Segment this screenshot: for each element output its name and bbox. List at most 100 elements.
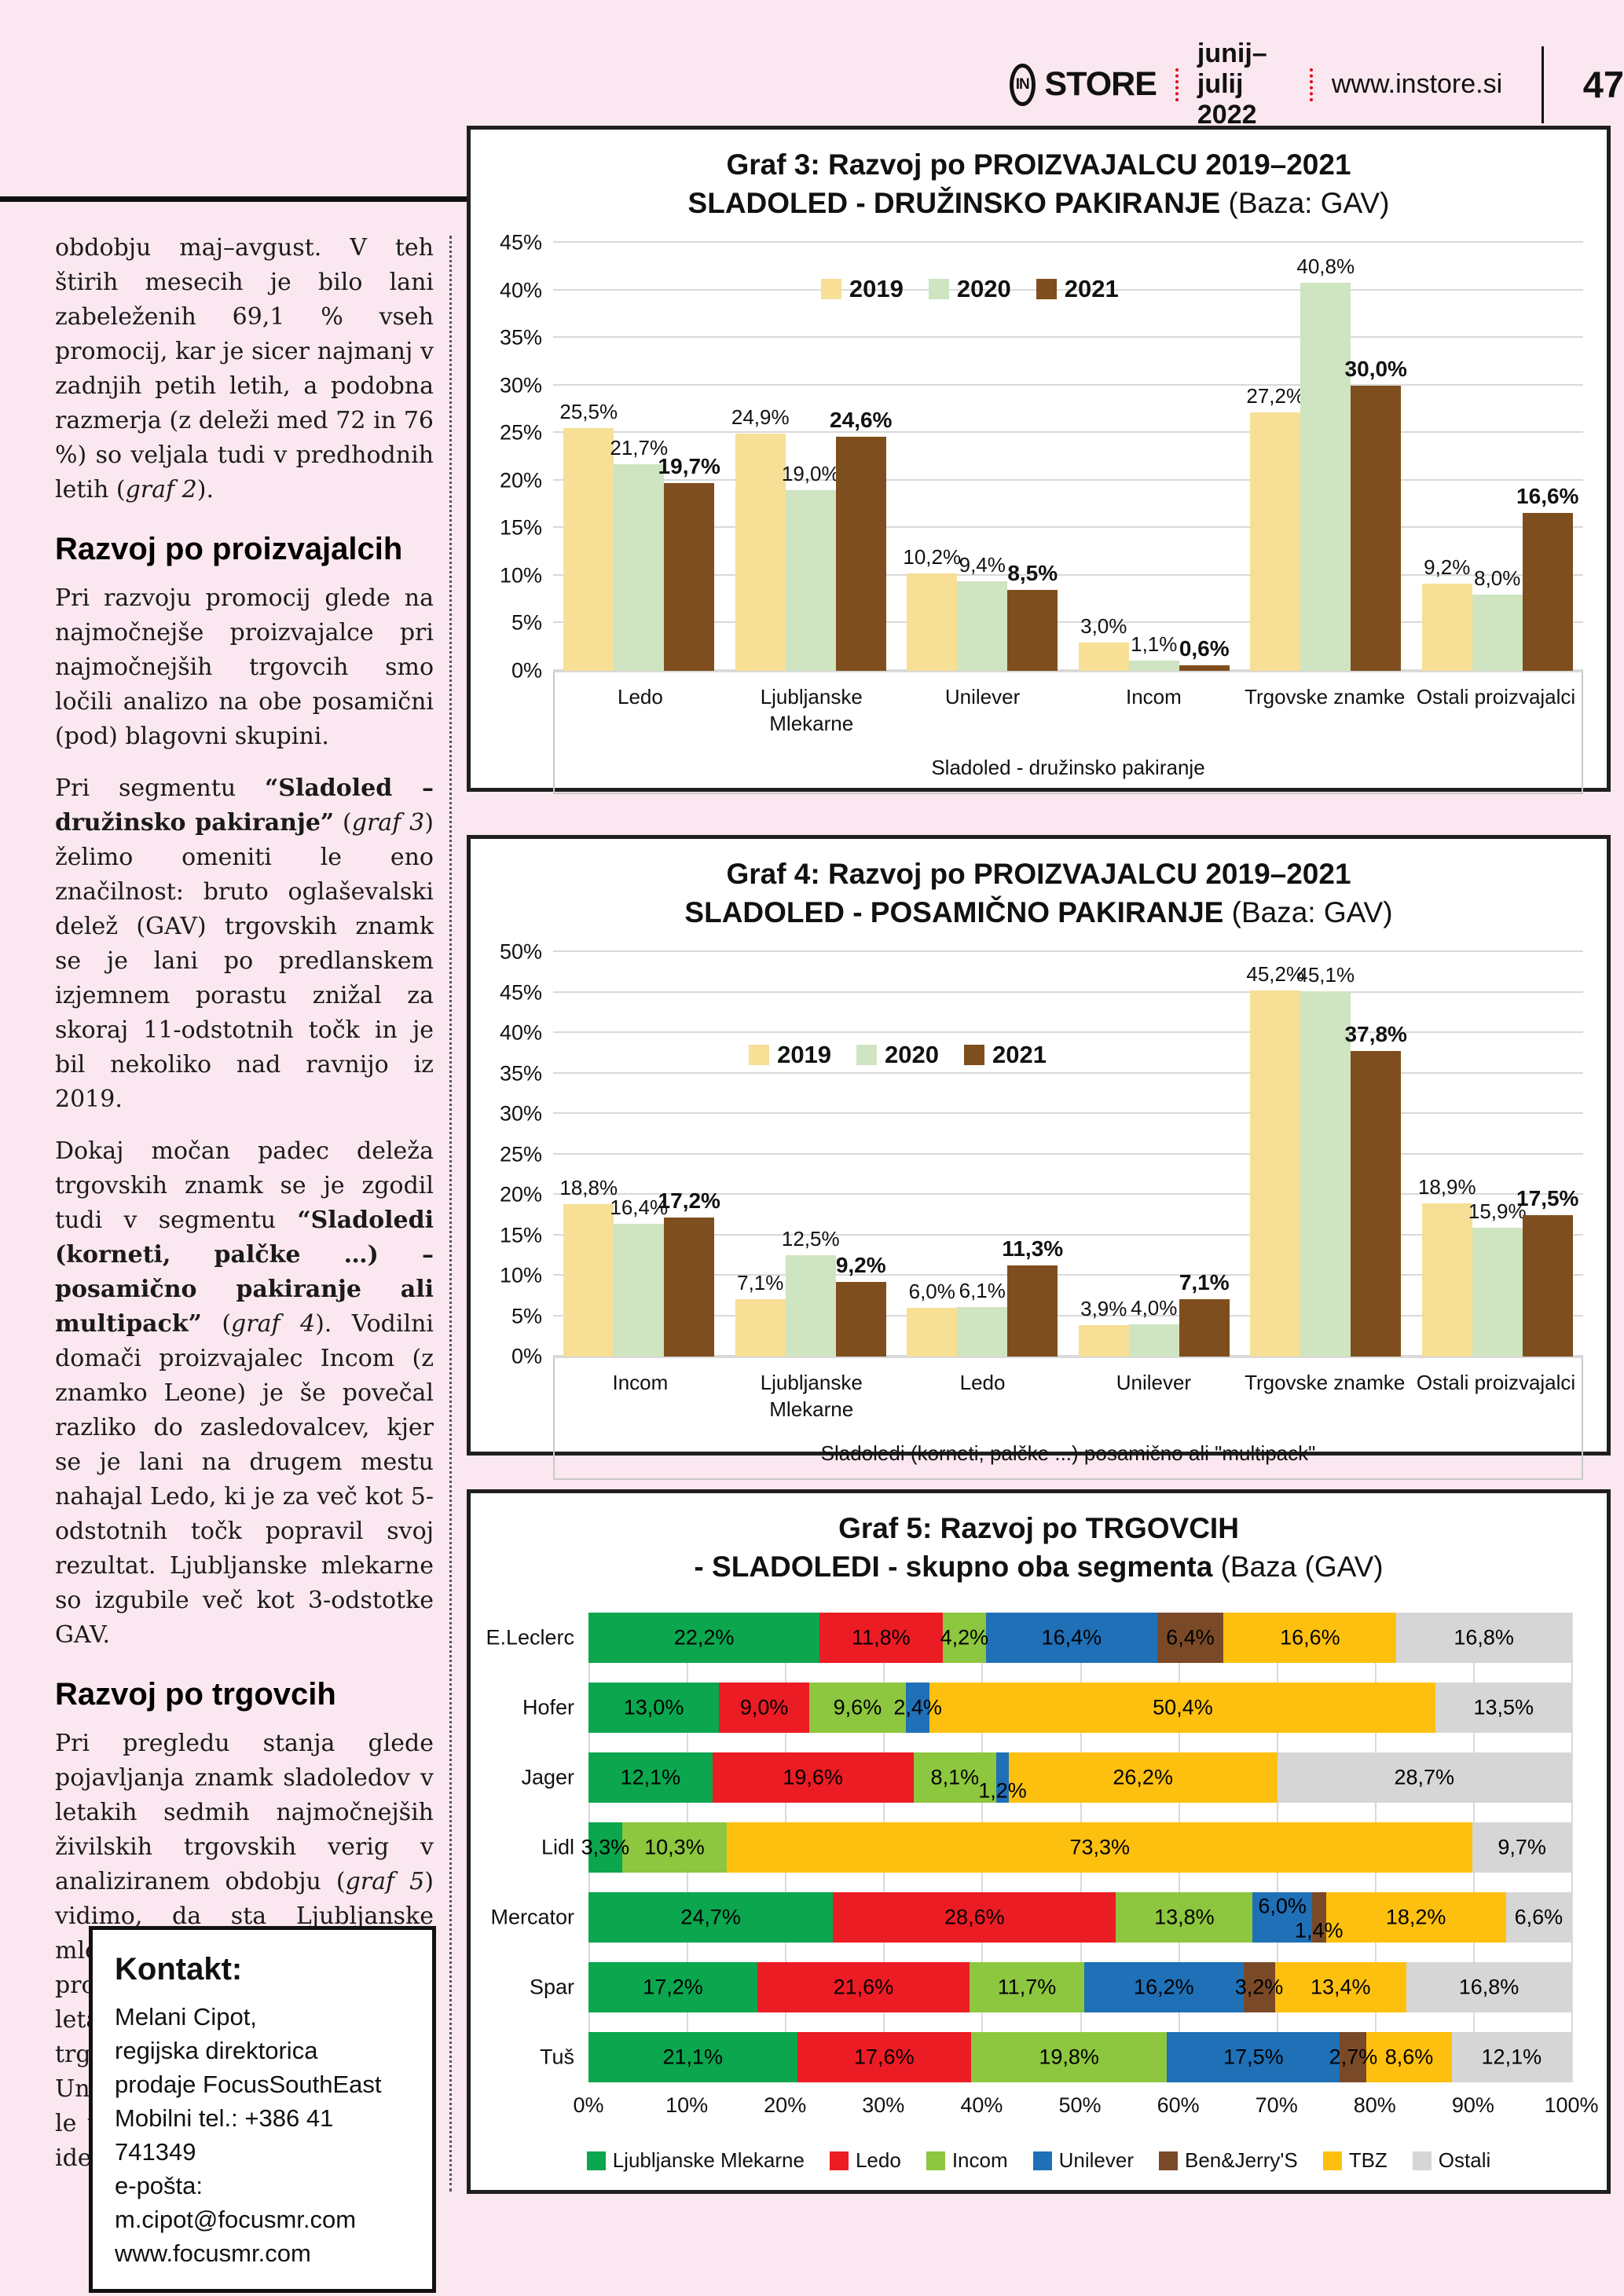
segment-label: 2,4% (893, 1695, 942, 1719)
category-label: Ljubljanske Mlekarne (760, 1371, 863, 1421)
gridline (553, 1031, 1583, 1033)
legend: 2019 2020 2021 (820, 275, 1119, 303)
segment-label: 16,6% (1280, 1625, 1340, 1650)
x-tick-label: 10% (665, 2093, 709, 2117)
bar-segment: 8,6% (1366, 2032, 1452, 2082)
category-label: Ljubljanske Mlekarne (760, 685, 863, 735)
bar-value-label: 3,0% (1080, 613, 1127, 638)
legend-item: 2019 (749, 1041, 831, 1069)
bar-value-label: 18,9% (1417, 1175, 1476, 1199)
article-column: obdobju maj–avgust. V teh štirih mesecih… (55, 231, 434, 2193)
bar-segment: 16,8% (1406, 1962, 1571, 2012)
bar (664, 483, 715, 671)
bar-value-label: 6,1% (959, 1279, 1006, 1303)
bar (1179, 1298, 1230, 1357)
bar-value-label: 1,1% (1131, 632, 1178, 656)
legend-label: Incom (951, 2148, 1008, 2172)
gridline (553, 1314, 1583, 1316)
stacked-row: Hofer 13,0% 9,0% 9,6% 2,4% 50,4% 13,5% (522, 1683, 1571, 1733)
legend-label: Unilever (1058, 2148, 1134, 2172)
text-run: “Sladoledi (korneti, palčke …) – posamič… (55, 1207, 434, 1338)
bar-wrap: 21,7% (610, 436, 668, 671)
page-header: IN STORE junij–julij 2022 www.instore.si… (1010, 38, 1624, 130)
legend-swatch (1412, 2151, 1432, 2170)
bar-segment: 19,8% (971, 2032, 1168, 2082)
row-label: Mercator (490, 1905, 574, 1929)
page-number-divider (1542, 46, 1544, 123)
segment-label: 24,7% (680, 1905, 741, 1929)
y-axis-label: 25% (499, 420, 542, 445)
segment-label: 17,6% (854, 2045, 915, 2069)
red-dotted-separator (1175, 68, 1179, 101)
gridline (553, 991, 1583, 993)
bar-segment: 28,7% (1277, 1752, 1571, 1803)
bar-group: 6,0% 6,1% 11,3% (896, 952, 1069, 1357)
paragraph: Dokaj močan padec deleža trgovskih znamk… (55, 1134, 434, 1653)
bar (1421, 583, 1472, 671)
bar-value-label: 4,0% (1131, 1295, 1178, 1320)
text-run: ) želimo omeniti le eno značilnost: brut… (55, 809, 434, 1113)
contact-line: www.focusmr.com (115, 2239, 311, 2267)
legend-item: 2020 (856, 1041, 939, 1069)
legend-swatch (856, 1045, 878, 1066)
bar-segment: 17,2% (588, 1962, 757, 2012)
gridline (553, 526, 1583, 529)
bar (1250, 412, 1301, 671)
bar-group: 24,9% 19,0% 24,6% (725, 243, 897, 671)
legend-item: Ljubljanske Mlekarne (586, 2148, 805, 2173)
text-run: obdobju maj–avgust. V teh štirih mesecih… (55, 234, 434, 504)
gridline (553, 669, 1583, 671)
segment-label: 11,7% (997, 1975, 1057, 1999)
x-tick-label: 40% (960, 2093, 1003, 2117)
bar-wrap: 27,2% (1246, 384, 1304, 671)
bar-value-label: 10,2% (903, 545, 962, 569)
bar-segment: 1,2% (978, 1752, 1027, 1803)
segment-label: 1,2% (978, 1778, 1027, 1803)
bar-value-label: 18,8% (559, 1176, 618, 1200)
bar (735, 1298, 786, 1357)
segment-label: 21,6% (833, 1975, 894, 1999)
row-label: Jager (521, 1765, 574, 1789)
website-url: www.instore.si (1331, 69, 1503, 99)
y-axis-label: 20% (499, 1182, 542, 1207)
section-heading: Razvoj po trgovcih (55, 1677, 336, 1712)
segment-label: 6,6% (1514, 1905, 1564, 1929)
x-axis-ticks: 0% 10% 20% 30% 40% 50% 60% 70% 80% 90% 100% (573, 2093, 1598, 2126)
bar-segment: 12,1% (588, 1752, 713, 1803)
bar-value-label: 7,1% (1179, 1269, 1230, 1294)
segment-label: 16,2% (1134, 1975, 1194, 1999)
bar-value-label: 30,0% (1344, 356, 1407, 381)
bar-wrap: 3,0% (1078, 613, 1129, 671)
y-axis-label: 15% (499, 515, 542, 540)
bar-value-label: 17,5% (1516, 1185, 1579, 1210)
category-label: Unilever (1116, 1371, 1192, 1394)
bar-group: 7,1% 12,5% 9,2% (725, 952, 897, 1357)
bar-wrap: 9,4% (957, 553, 1008, 671)
bar-value-label: 8,5% (1007, 561, 1058, 586)
segment-label: 6,4% (1166, 1625, 1215, 1650)
bar-segment: 16,8% (1396, 1613, 1571, 1663)
legend-swatch (926, 2151, 945, 2170)
stacked-row: Mercator 24,7% 28,6% 13,8% 6,0% 1,4% 18,2% 6,6% (490, 1892, 1571, 1943)
bar-wrap: 25,5% (559, 400, 618, 671)
y-axis-label: 0% (511, 658, 542, 683)
legend-label: Ostali (1438, 2148, 1491, 2172)
segment-label: 19,8% (1039, 2045, 1099, 2069)
legend-item: Ledo (829, 2148, 901, 2173)
bar (1472, 1228, 1523, 1357)
red-dotted-separator (1309, 68, 1313, 101)
bar (1472, 595, 1523, 671)
bar-wrap: 30,0% (1345, 357, 1407, 671)
bar-wrap: 45,2% (1246, 962, 1304, 1357)
row-label: Hofer (522, 1695, 574, 1719)
bar-value-label: 19,0% (781, 461, 840, 485)
legend-swatch (820, 278, 841, 299)
category-label: Ostali proizvajalci (1416, 1371, 1576, 1394)
legend: Ljubljanske Mlekarne Ledo Incom Unilever Ben… (471, 2148, 1607, 2173)
legend-swatch (749, 1045, 770, 1066)
bar-value-label: 16,4% (610, 1196, 669, 1220)
x-tick-label: 70% (1255, 2093, 1298, 2117)
segment-label: 28,7% (1394, 1765, 1455, 1789)
chart-graf4: Graf 4: Razvoj po PROIZVAJALCU 2019–2021… (467, 835, 1611, 1480)
